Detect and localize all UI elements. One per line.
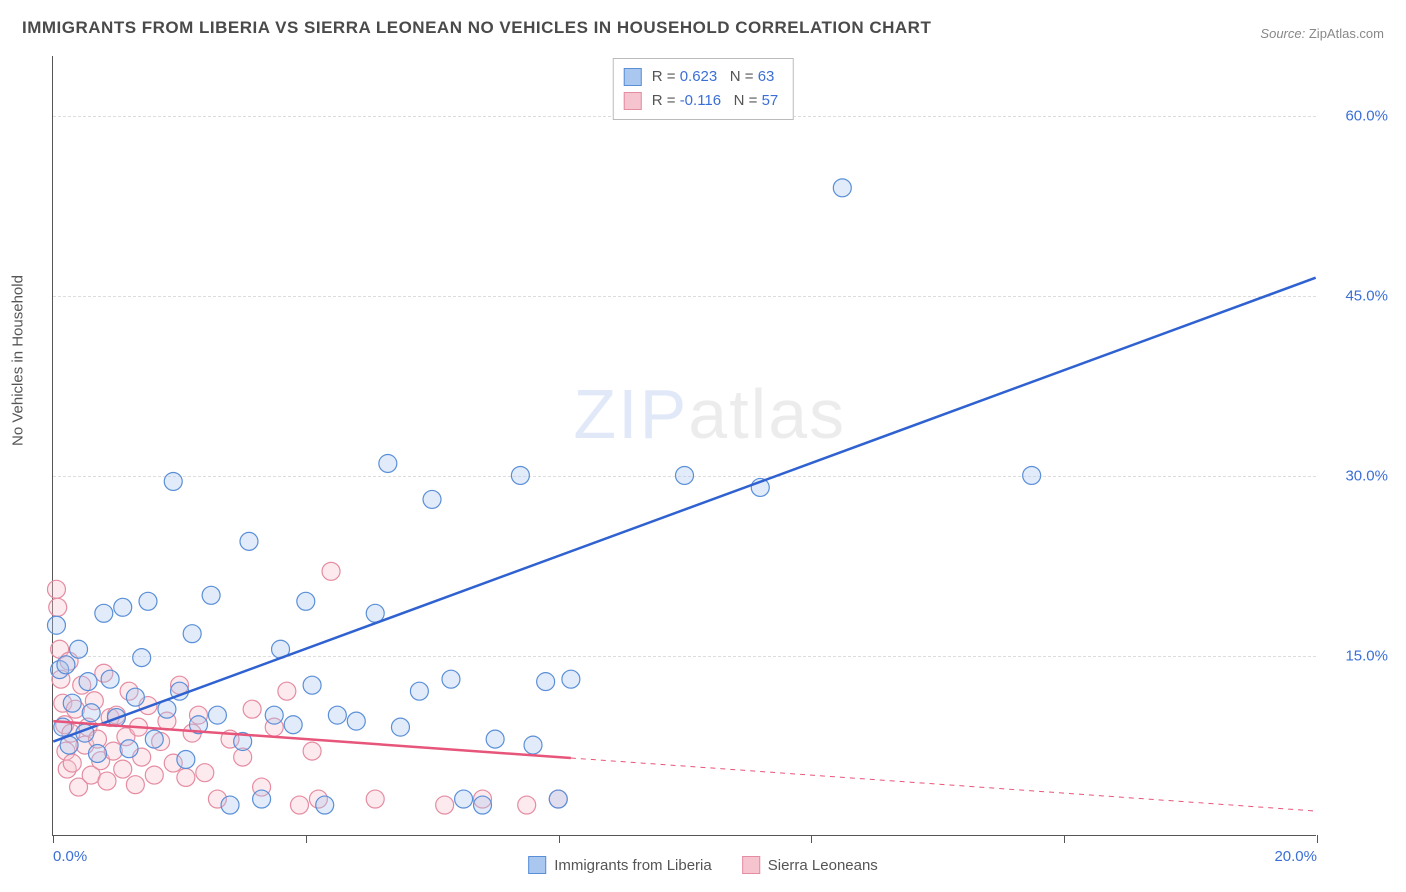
x-tick — [811, 835, 812, 843]
correlation-legend: R = 0.623 N = 63R = -0.116 N = 57 — [613, 58, 794, 120]
x-tick — [306, 835, 307, 843]
source-label: Source: — [1260, 26, 1305, 41]
legend-label: Immigrants from Liberia — [554, 857, 712, 874]
trendlines-layer — [53, 56, 1316, 835]
trendline-extrapolation — [571, 758, 1316, 811]
series-legend: Immigrants from Liberia Sierra Leoneans — [528, 856, 878, 874]
legend-swatch — [624, 68, 642, 86]
x-tick-label: 20.0% — [1274, 848, 1317, 865]
legend-item: Sierra Leoneans — [742, 856, 878, 874]
legend-label: Sierra Leoneans — [768, 857, 878, 874]
legend-swatch — [742, 856, 760, 874]
x-tick — [53, 835, 54, 843]
plot-area: ZIPatlas 15.0%30.0%45.0%60.0%0.0%20.0% — [52, 56, 1316, 836]
legend-item: Immigrants from Liberia — [528, 856, 712, 874]
y-tick-label: 45.0% — [1345, 288, 1388, 305]
correlation-row: R = -0.116 N = 57 — [624, 89, 779, 113]
chart-title: IMMIGRANTS FROM LIBERIA VS SIERRA LEONEA… — [22, 18, 931, 38]
correlation-row: R = 0.623 N = 63 — [624, 65, 779, 89]
x-tick — [1064, 835, 1065, 843]
x-tick-label: 0.0% — [53, 848, 87, 865]
y-tick-label: 60.0% — [1345, 108, 1388, 125]
source-value: ZipAtlas.com — [1309, 26, 1384, 41]
y-tick-label: 15.0% — [1345, 648, 1388, 665]
trendline — [53, 721, 571, 758]
source-attribution: Source: ZipAtlas.com — [1260, 26, 1384, 41]
correlation-text: R = 0.623 N = 63 — [652, 65, 775, 89]
y-axis-label: No Vehicles in Household — [10, 275, 27, 446]
y-tick-label: 30.0% — [1345, 468, 1388, 485]
correlation-text: R = -0.116 N = 57 — [652, 89, 779, 113]
x-tick — [559, 835, 560, 843]
trendline — [53, 278, 1315, 742]
legend-swatch — [528, 856, 546, 874]
legend-swatch — [624, 92, 642, 110]
x-tick — [1317, 835, 1318, 843]
